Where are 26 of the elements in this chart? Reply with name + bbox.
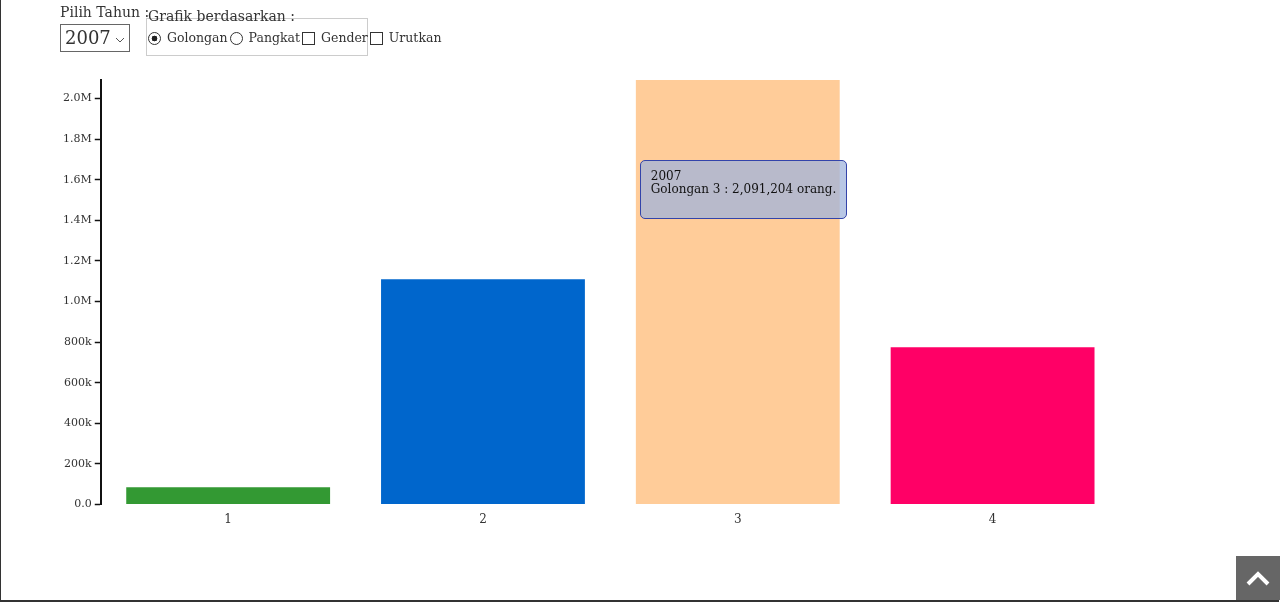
y-tick-label: 1.0M <box>62 294 92 308</box>
x-tick-label: 1 <box>224 511 232 526</box>
y-tick-label: 600k <box>64 375 93 389</box>
text: Urutkan <box>388 30 442 45</box>
text: Pilih Tahun : <box>60 4 150 20</box>
text: 2007 <box>65 27 111 48</box>
y-tick-label: 1.6M <box>62 172 92 186</box>
y-tick-label: 1.8M <box>62 131 92 145</box>
y-tick-label: 0.0 <box>74 497 92 511</box>
text: Pangkat <box>248 30 300 45</box>
text: Grafik berdasarkan : <box>148 8 295 24</box>
bar <box>381 279 585 505</box>
bar <box>890 347 1095 505</box>
y-tick-label: 1.2M <box>62 253 92 267</box>
y-tick-label: 2.0M <box>62 91 92 105</box>
tooltip: 2007 Golongan 3 : 2,091,204 orang. <box>639 160 848 219</box>
x-tick-label: 4 <box>988 511 997 526</box>
y-tick-label: 200k <box>64 456 93 470</box>
y-tick-label: 800k <box>64 335 93 349</box>
text: Golongan <box>167 30 228 45</box>
x-tick-label: 2 <box>479 511 487 526</box>
y-tick-label: 400k <box>64 416 93 430</box>
y-tick-label: 1.4M <box>62 213 92 227</box>
bar <box>126 487 331 505</box>
text: Gender <box>321 30 368 45</box>
x-tick-label: 3 <box>733 511 742 526</box>
